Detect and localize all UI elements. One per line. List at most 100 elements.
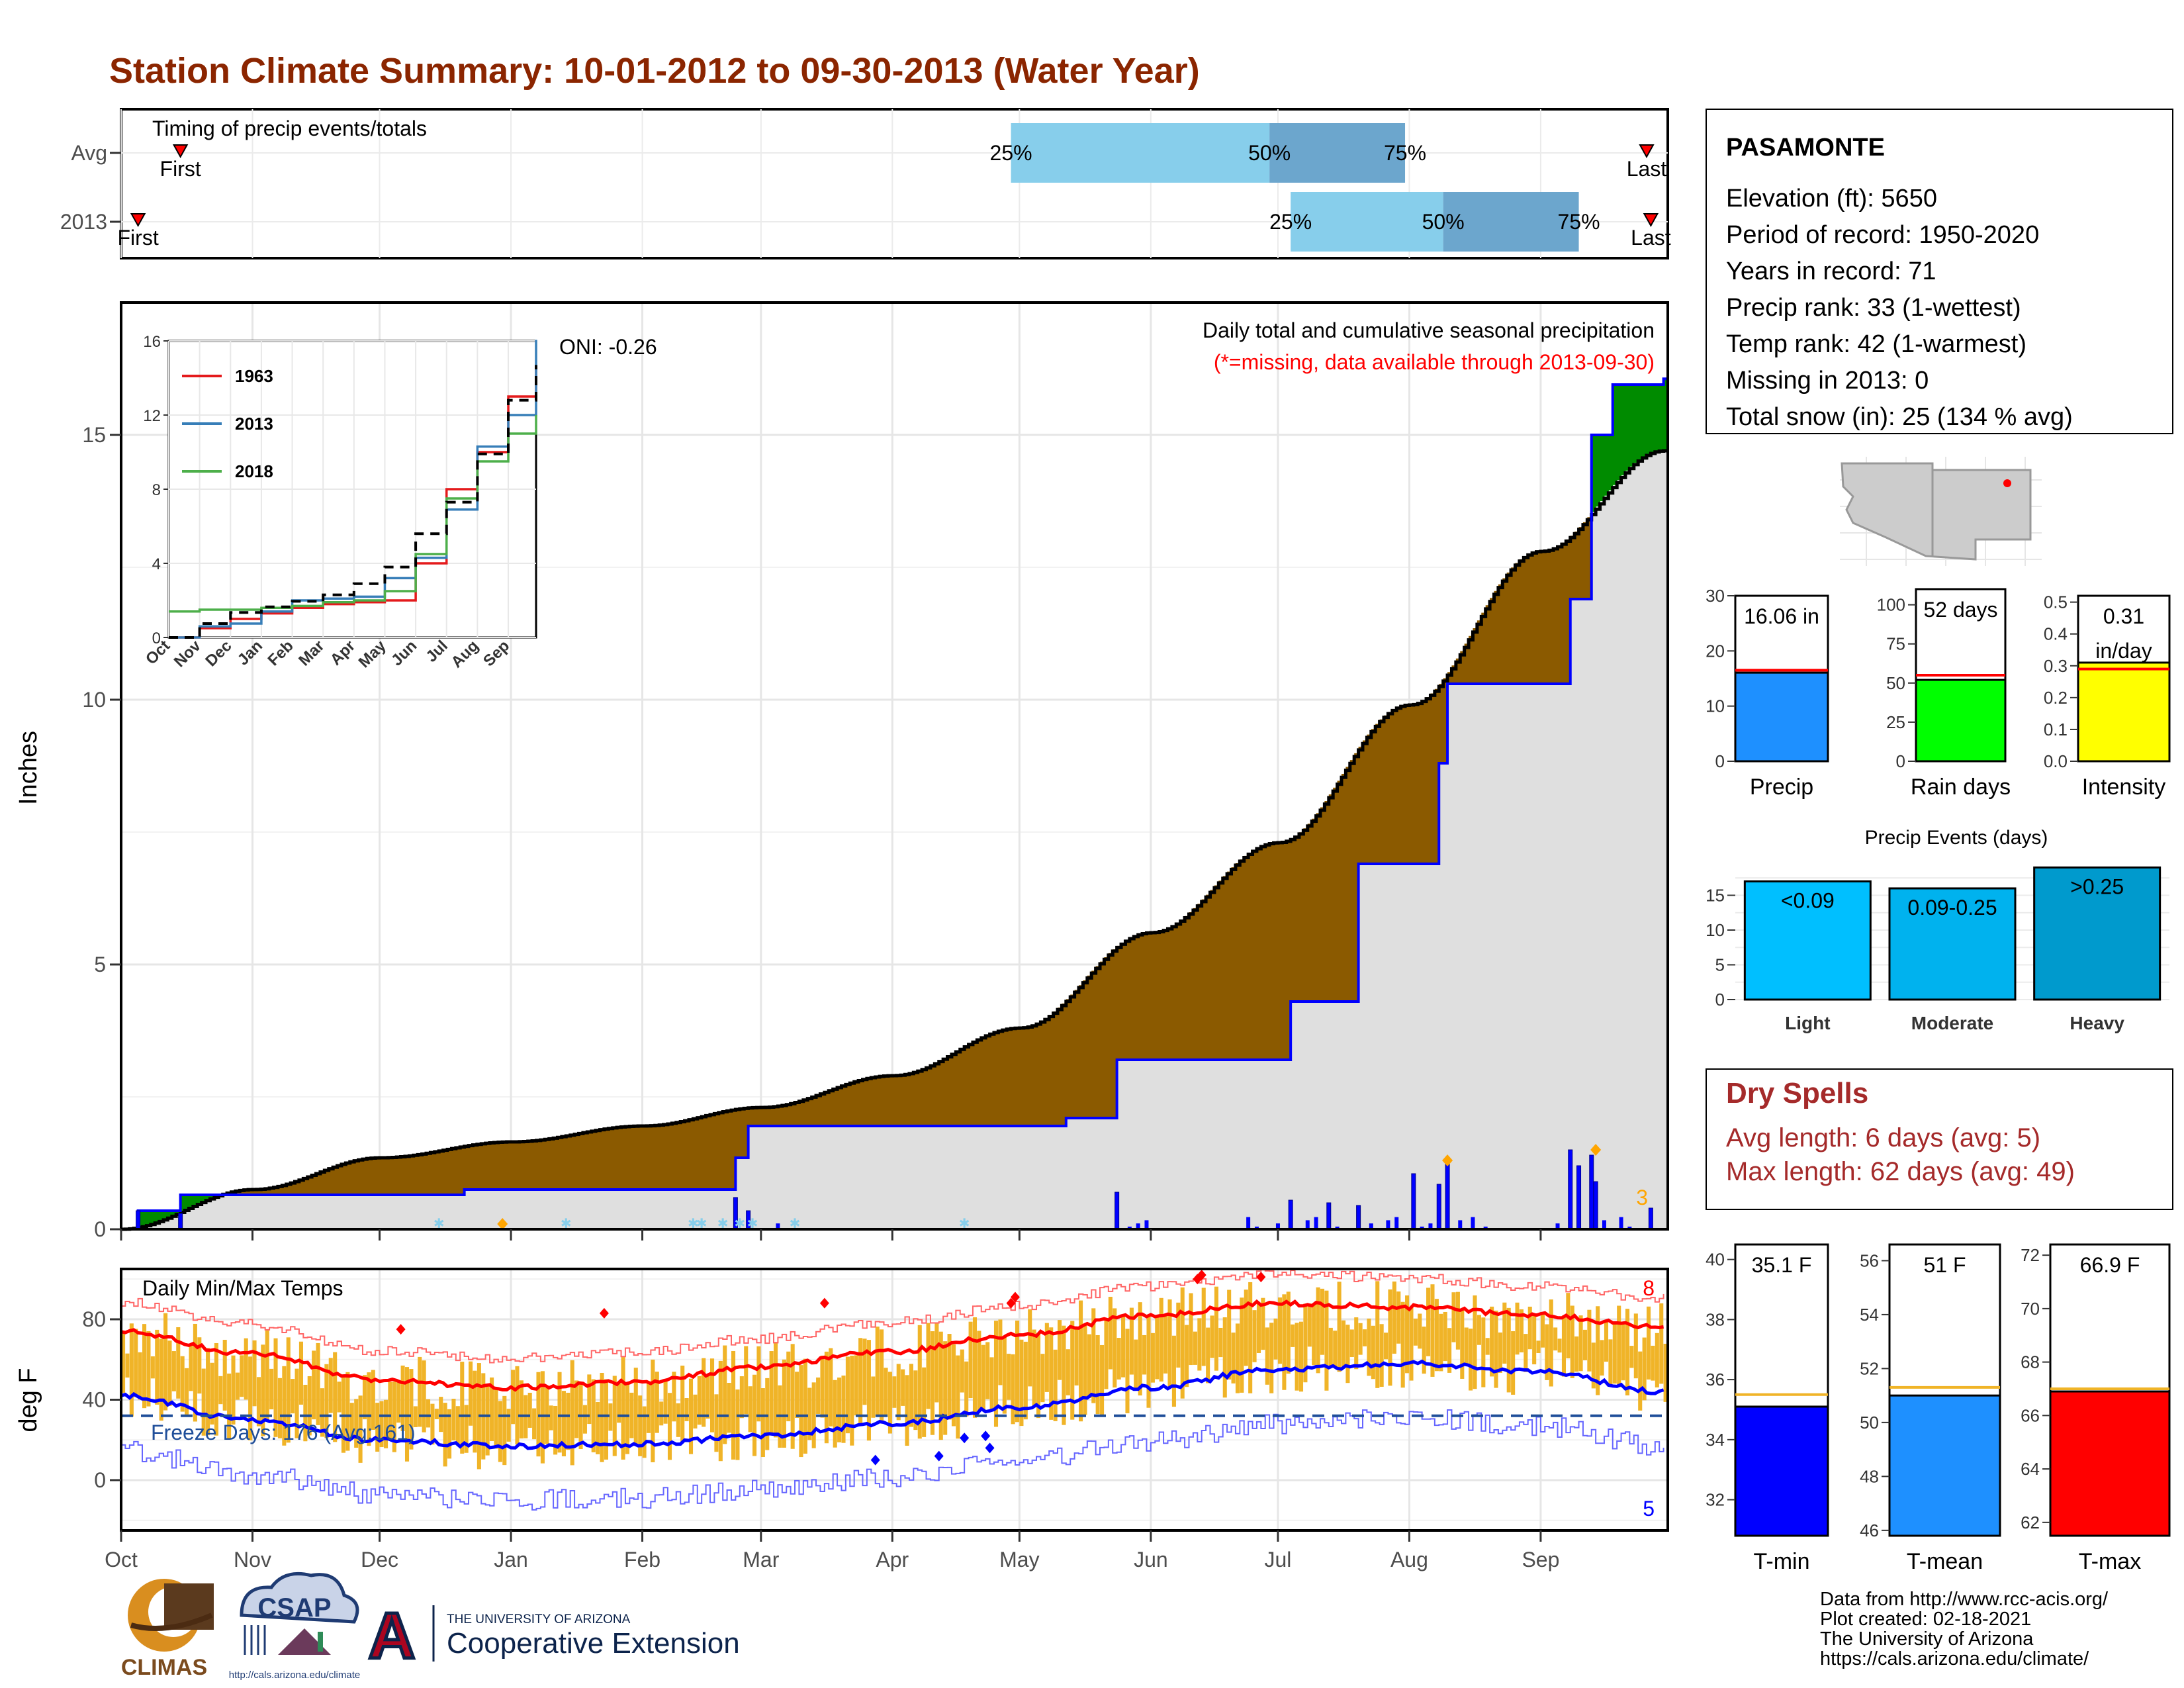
temp-summary-t-min-value-label: 35.1 F	[1752, 1253, 1812, 1277]
precip-panel-frame	[120, 301, 1669, 1231]
daily-temp-bar	[218, 1376, 223, 1405]
daily-temp-bar	[608, 1403, 613, 1431]
daily-temp-bar	[1134, 1339, 1138, 1390]
cloud-icon	[240, 1571, 359, 1624]
precip-ytick-label: 0	[94, 1217, 106, 1241]
daily-temp-bar	[1298, 1321, 1304, 1392]
daily-temp-bar	[506, 1409, 511, 1442]
daily-temp-bar	[1040, 1354, 1045, 1403]
record-high-diamond-icon	[819, 1297, 829, 1309]
daily-temp-bar	[129, 1323, 134, 1417]
daily-precip-bar	[1555, 1223, 1560, 1229]
daily-precip-bar	[1589, 1154, 1594, 1230]
daily-temp-bar	[1303, 1303, 1308, 1383]
daily-temp-bar	[1244, 1289, 1248, 1366]
summary-rain-days-ytick-label: 0	[1896, 751, 1905, 771]
daily-temp-bar	[502, 1395, 507, 1466]
daily-temp-bar	[837, 1377, 842, 1442]
events-bar-heavy	[2033, 867, 2161, 1001]
summary-intensity-ytick-label: 0.0	[2044, 751, 2068, 771]
daily-temp-bar	[901, 1369, 905, 1406]
daily-temp-bar	[324, 1364, 329, 1438]
temp-summary-t-min-category-label: T-min	[1754, 1549, 1810, 1574]
daily-temp-bar	[240, 1355, 244, 1397]
daily-temp-bar	[638, 1395, 643, 1456]
daily-temp-bar	[167, 1340, 172, 1406]
daily-temp-bar	[841, 1375, 846, 1443]
daily-temp-bar	[358, 1395, 363, 1463]
record-low-diamond-icon	[870, 1454, 880, 1466]
daily-temp-bar	[303, 1384, 308, 1442]
daily-temp-bar	[612, 1376, 617, 1456]
daily-temp-bar	[938, 1331, 943, 1440]
summary-rain-days-ytick-label: 50	[1886, 673, 1905, 693]
month-label: Nov	[234, 1548, 271, 1571]
daily-temp-bar	[1277, 1297, 1283, 1364]
summary-precip-ytick-label: 30	[1706, 586, 1725, 606]
precip-ylabel: Inches	[15, 731, 42, 805]
daily-temp-bar	[752, 1374, 757, 1456]
events-bar-light	[1743, 880, 1872, 1001]
daily-temp-bar	[709, 1358, 715, 1432]
timing-panel: Timing of precip events/totals Avg 2013 …	[60, 108, 1671, 259]
daily-precip-bar	[1602, 1220, 1606, 1229]
daily-temp-bar	[1578, 1315, 1583, 1372]
daily-temp-bar	[1587, 1309, 1592, 1372]
daily-temp-bar	[1494, 1310, 1498, 1388]
daily-temp-bar	[252, 1340, 257, 1407]
daily-temp-bar	[540, 1371, 545, 1464]
month-label: Aug	[1390, 1548, 1428, 1571]
ua-big-text: Cooperative Extension	[447, 1627, 740, 1660]
credit-line-4: https://cals.arizona.edu/climate/	[1820, 1648, 2089, 1669]
oni-label: ONI: -0.26	[559, 335, 657, 359]
daily-temp-bar	[1608, 1339, 1613, 1386]
daily-temp-bar	[1062, 1325, 1066, 1425]
daily-temp-bar	[379, 1401, 384, 1448]
daily-temp-bar	[447, 1409, 452, 1459]
climas-logo-text: CLIMAS	[121, 1655, 207, 1680]
daily-temp-bar	[1633, 1313, 1638, 1379]
daily-temp-bar	[1600, 1340, 1604, 1376]
daily-temp-bar	[426, 1399, 431, 1428]
daily-temp-bar	[1655, 1333, 1659, 1387]
daily-temp-bar	[439, 1397, 443, 1432]
summary-intensity-ytick-label: 0.3	[2044, 656, 2068, 676]
daily-temp-bar	[998, 1319, 1003, 1385]
daily-precip-bar	[1326, 1202, 1332, 1230]
daily-temp-bar	[972, 1317, 978, 1418]
daily-temp-bar	[1206, 1327, 1210, 1383]
daily-temp-bar	[269, 1368, 274, 1410]
inset-legend-label: 2013	[235, 414, 273, 434]
daily-temp-bar	[782, 1359, 786, 1448]
daily-temp-bar	[125, 1353, 130, 1378]
snow-marker-icon: ✱	[959, 1217, 970, 1231]
daily-temp-bar	[943, 1341, 948, 1435]
summary-precip-ytick-label: 0	[1715, 751, 1725, 771]
daily-temp-bar	[138, 1352, 142, 1400]
station-info-line: Years in record: 71	[1726, 258, 1936, 285]
temp-summary-t-mean-category-label: T-mean	[1907, 1549, 1983, 1574]
daily-temp-bar	[1469, 1329, 1473, 1391]
daily-temp-bar	[1282, 1294, 1287, 1390]
daily-temp-bar	[811, 1382, 816, 1448]
summary-precip-bar	[1734, 671, 1829, 763]
daily-temp-bar	[1235, 1323, 1240, 1393]
daily-temp-bar	[214, 1342, 218, 1436]
temp-summary-t-max-category-label: T-max	[2079, 1549, 2141, 1574]
daily-temp-bar	[295, 1368, 299, 1438]
daily-temp-bar	[1515, 1302, 1520, 1355]
daily-temp-bar	[816, 1377, 821, 1414]
daily-temp-bar	[676, 1403, 680, 1437]
events-ytick-label: 15	[1706, 886, 1725, 906]
daily-temp-bar	[1621, 1324, 1625, 1381]
daily-temp-bar	[464, 1405, 469, 1453]
daily-temp-bar	[469, 1361, 473, 1426]
daily-temp-bar	[561, 1391, 566, 1457]
daily-temp-bar	[316, 1342, 320, 1425]
daily-temp-bar	[307, 1376, 312, 1436]
daily-temp-bar	[1265, 1327, 1269, 1385]
record-low-diamond-icon	[985, 1442, 995, 1454]
daily-temp-bar	[1316, 1287, 1320, 1374]
daily-temp-bar	[1058, 1320, 1062, 1380]
daily-temp-bar	[1227, 1289, 1232, 1380]
